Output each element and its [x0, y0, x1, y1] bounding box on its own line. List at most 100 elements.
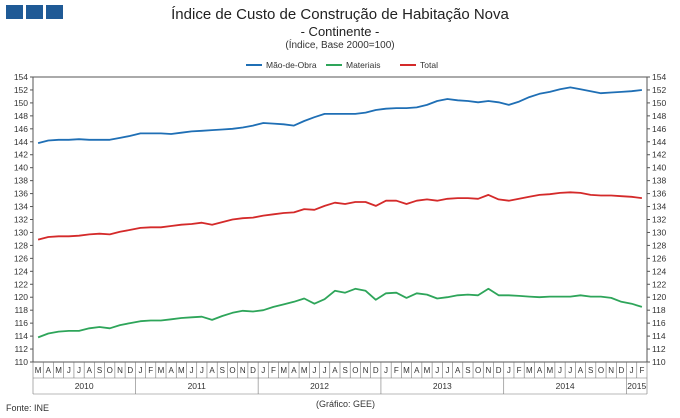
y-tick-label-left: 136 [14, 189, 28, 199]
x-tick-label: J [558, 366, 562, 375]
x-tick-label: M [424, 366, 431, 375]
x-tick-label: M [280, 366, 287, 375]
y-tick-label-right: 152 [652, 85, 666, 95]
y-tick-label-right: 136 [652, 189, 666, 199]
ine-logo [6, 5, 63, 19]
y-tick-label-left: 150 [14, 98, 28, 108]
x-tick-label: F [271, 366, 276, 375]
x-tick-label: D [496, 366, 502, 375]
y-tick-label-right: 154 [652, 72, 666, 82]
logo-block [26, 5, 43, 19]
x-tick-label: O [107, 366, 113, 375]
y-tick-label-left: 128 [14, 240, 28, 250]
year-label: 2010 [75, 381, 94, 391]
series-line [37, 287, 643, 339]
x-tick-label: J [630, 366, 634, 375]
y-tick-label-left: 110 [14, 357, 28, 367]
x-tick-label: M [35, 366, 42, 375]
x-tick-label: A [414, 366, 420, 375]
y-tick-label-left: 144 [14, 137, 28, 147]
x-tick-label: S [588, 366, 593, 375]
x-tick-label: N [240, 366, 246, 375]
x-tick-label: D [127, 366, 133, 375]
x-tick-label: J [67, 366, 71, 375]
y-tick-label-right: 122 [652, 279, 666, 289]
year-label: 2015 [627, 381, 646, 391]
y-tick-label-left: 118 [14, 305, 28, 315]
x-tick-label: A [46, 366, 52, 375]
y-tick-label-right: 150 [652, 98, 666, 108]
y-tick-label-right: 142 [652, 150, 666, 160]
x-tick-label: J [507, 366, 511, 375]
x-tick-label: F [517, 366, 522, 375]
x-tick-label: D [373, 366, 379, 375]
y-tick-label-right: 130 [652, 227, 666, 237]
x-tick-label: D [250, 366, 256, 375]
y-tick-label-right: 126 [652, 253, 666, 263]
y-tick-label-right: 148 [652, 111, 666, 121]
source-note: Fonte: INE [6, 403, 50, 413]
y-tick-label-right: 120 [652, 292, 666, 302]
x-tick-label: O [229, 366, 235, 375]
x-tick-label: A [291, 366, 297, 375]
y-tick-label-left: 126 [14, 253, 28, 263]
legend-label: Materiais [346, 60, 380, 70]
x-tick-label: O [598, 366, 604, 375]
x-tick-label: D [619, 366, 625, 375]
x-tick-label: M [158, 366, 165, 375]
x-tick-label: A [87, 366, 93, 375]
chart-title: Índice de Custo de Construção de Habitaç… [171, 6, 509, 23]
y-tick-label-left: 112 [14, 344, 28, 354]
x-tick-label: A [332, 366, 338, 375]
plot-frame [32, 76, 648, 363]
x-tick-label: J [138, 366, 142, 375]
y-tick-label-left: 140 [14, 163, 28, 173]
year-label: 2012 [310, 381, 329, 391]
x-tick-label: O [475, 366, 481, 375]
y-tick-label-left: 130 [14, 227, 28, 237]
x-tick-label: M [178, 366, 185, 375]
x-tick-label: J [323, 366, 327, 375]
year-label: 2011 [188, 381, 207, 391]
y-tick-label-left: 124 [14, 266, 28, 276]
x-tick-label: J [435, 366, 439, 375]
x-tick-label: M [526, 366, 533, 375]
y-tick-label-right: 114 [652, 331, 666, 341]
x-tick-label: A [537, 366, 543, 375]
y-tick-label-left: 120 [14, 292, 28, 302]
x-tick-label: N [485, 366, 491, 375]
y-tick-label-left: 154 [14, 72, 28, 82]
logo-block [46, 5, 63, 19]
y-tick-label-left: 138 [14, 176, 28, 186]
y-tick-label-right: 144 [652, 137, 666, 147]
x-tick-label: J [445, 366, 449, 375]
x-tick-label: S [465, 366, 470, 375]
y-tick-label-left: 122 [14, 279, 28, 289]
y-tick-label-right: 134 [652, 202, 666, 212]
y-tick-label-right: 116 [652, 318, 666, 328]
year-label: 2013 [433, 381, 452, 391]
y-tick-label-left: 148 [14, 111, 28, 121]
legend-label: Total [420, 60, 438, 70]
x-tick-label: N [117, 366, 123, 375]
x-tick-label: S [97, 366, 102, 375]
x-tick-label: N [608, 366, 614, 375]
x-tick-label: J [384, 366, 388, 375]
x-tick-label: J [261, 366, 265, 375]
y-tick-label-right: 140 [652, 163, 666, 173]
y-tick-label-right: 132 [652, 215, 666, 225]
x-tick-label: J [312, 366, 316, 375]
x-tick-label: F [148, 366, 153, 375]
y-tick-label-right: 118 [652, 305, 666, 315]
x-tick-label: A [168, 366, 174, 375]
y-tick-label-right: 124 [652, 266, 666, 276]
x-tick-label: A [578, 366, 584, 375]
y-tick-label-right: 146 [652, 124, 666, 134]
x-tick-label: M [55, 366, 62, 375]
x-tick-label: J [568, 366, 572, 375]
x-tick-label: S [342, 366, 347, 375]
logo-block [6, 5, 23, 19]
x-tick-label: S [220, 366, 225, 375]
x-tick-label: M [546, 366, 553, 375]
